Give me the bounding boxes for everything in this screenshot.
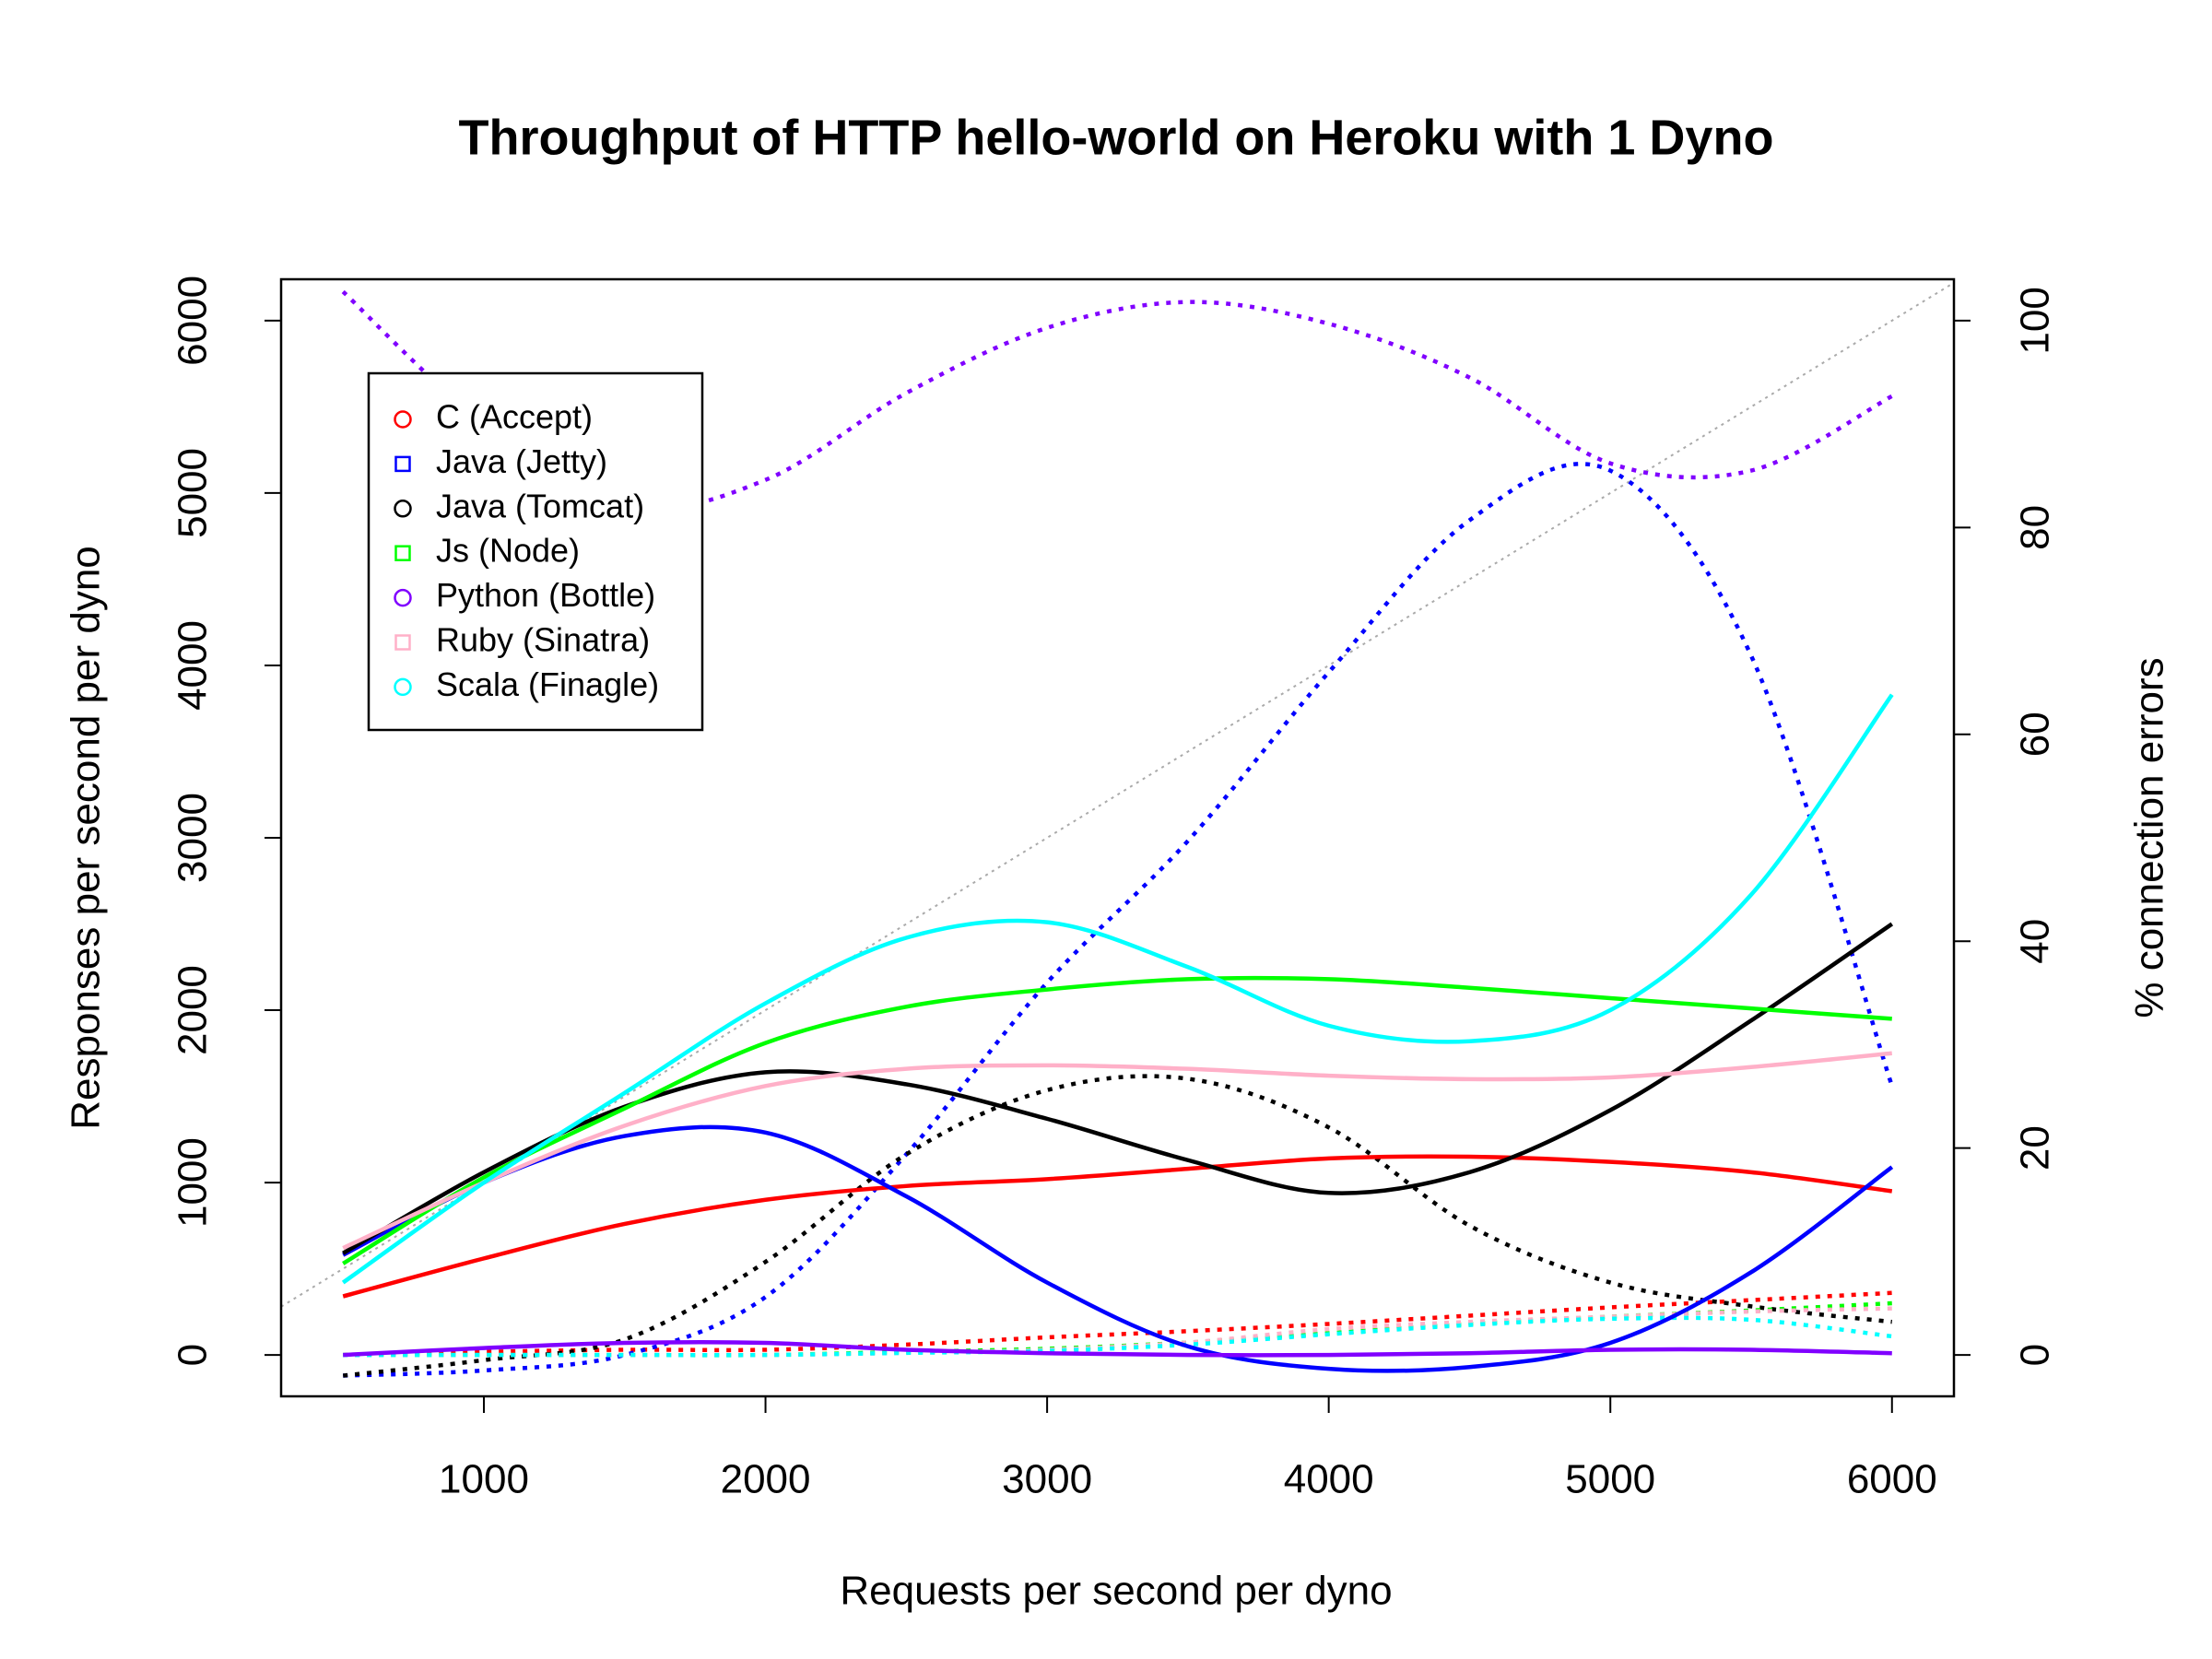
response-line <box>341 693 1894 1285</box>
y-tick-label: 1000 <box>171 1137 216 1228</box>
y2-axis-title: % connection errors <box>2127 657 2172 1018</box>
y-axis-title: Responses per second per dyno <box>64 546 109 1130</box>
y-tick-label: 6000 <box>171 276 216 366</box>
legend-label: Ruby (Sinatra) <box>436 621 650 659</box>
legend-label: Java (Jetty) <box>436 442 607 480</box>
legend: C (Accept) Java (Jetty) Java (Tomcat) Js (N… <box>367 371 704 732</box>
legend-marker <box>394 545 411 561</box>
response-line <box>342 1154 1893 1299</box>
y2-tick-label: 20 <box>2013 1125 2058 1171</box>
legend-marker <box>394 677 412 697</box>
y2-tick-label: 60 <box>2013 712 2058 757</box>
x-axis-title: Requests per second per dyno <box>840 1569 1392 1614</box>
y-tick-label: 4000 <box>171 620 216 711</box>
x-tick-label: 5000 <box>1565 1457 1655 1502</box>
error-line <box>342 1074 1893 1378</box>
x-tick-label: 4000 <box>1284 1457 1374 1502</box>
plot-frame <box>279 277 1956 1398</box>
y-tick-label: 0 <box>171 1344 216 1366</box>
legend-marker <box>394 588 412 607</box>
x-tick-label: 6000 <box>1847 1457 1937 1502</box>
y2-tick-label: 100 <box>2013 287 2058 354</box>
error-line <box>343 1290 1892 1358</box>
legend-label: C (Accept) <box>436 398 593 436</box>
y2-tick-label: 0 <box>2013 1344 2058 1366</box>
response-line <box>342 1124 1894 1373</box>
response-line <box>342 975 1892 1265</box>
legend-marker <box>394 455 411 473</box>
response-line <box>343 1339 1892 1358</box>
response-line <box>342 922 1894 1255</box>
y2-tick-label: 40 <box>2013 919 2058 964</box>
x-tick-label: 3000 <box>1002 1457 1092 1502</box>
error-line <box>343 462 1894 1378</box>
y2-tick-label: 80 <box>2013 505 2058 550</box>
legend-marker <box>394 500 412 518</box>
response-line <box>342 1051 1892 1251</box>
x-tick-label: 2000 <box>721 1457 811 1502</box>
error-line <box>343 1315 1893 1358</box>
y-tick-label: 5000 <box>171 448 216 538</box>
x-tick-label: 1000 <box>439 1457 529 1502</box>
y-tick-label: 2000 <box>171 965 216 1055</box>
legend-label: Js (Node) <box>436 532 580 570</box>
legend-marker <box>394 410 412 429</box>
legend-label: Scala (Finagle) <box>436 665 659 703</box>
legend-marker <box>394 634 411 651</box>
plot-area <box>341 289 1894 1378</box>
y-tick-label: 3000 <box>171 793 216 883</box>
legend-box <box>367 371 704 732</box>
chart-title: Throughput of HTTP hello-world on Heroku… <box>459 110 1774 165</box>
legend-label: Java (Tomcat) <box>436 487 644 524</box>
legend-label: Python (Bottle) <box>436 576 655 614</box>
